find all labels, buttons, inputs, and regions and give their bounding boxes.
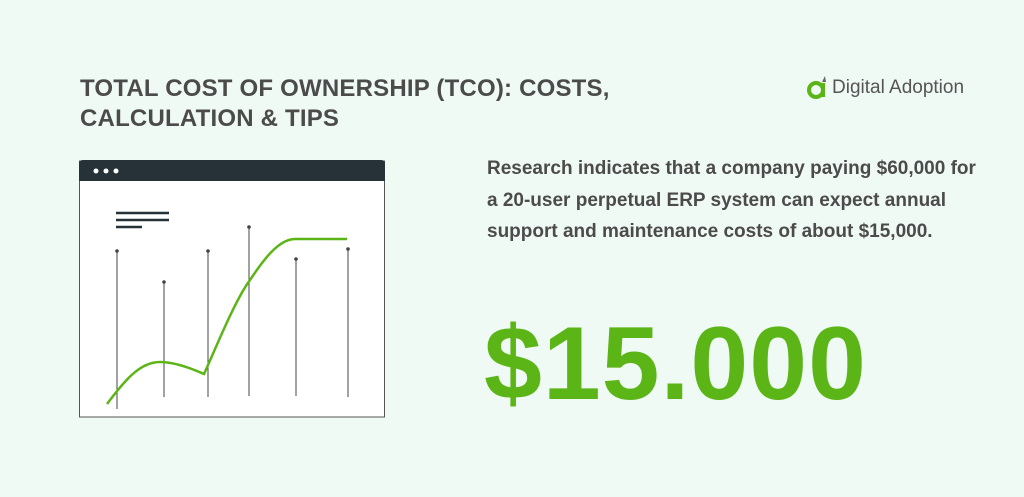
text-lines-icon [116, 211, 169, 229]
window-dot [93, 168, 99, 174]
page-title: TOTAL COST OF OWNERSHIP (TCO): COSTS, CA… [80, 75, 610, 132]
highlight-value: $15.000 [484, 306, 867, 422]
window-dot [103, 168, 109, 174]
window-dot [113, 168, 119, 174]
vertical-lines [115, 225, 350, 409]
digital-adoption-logo-icon [807, 76, 826, 99]
logo-text: Digital Adoption [832, 77, 965, 98]
window-title-bar [79, 160, 385, 181]
trend-curve [106, 237, 347, 405]
window-frame [79, 160, 385, 418]
logo: Digital Adoption [806, 76, 964, 100]
body-text: Research indicates that a company paying… [487, 158, 976, 242]
